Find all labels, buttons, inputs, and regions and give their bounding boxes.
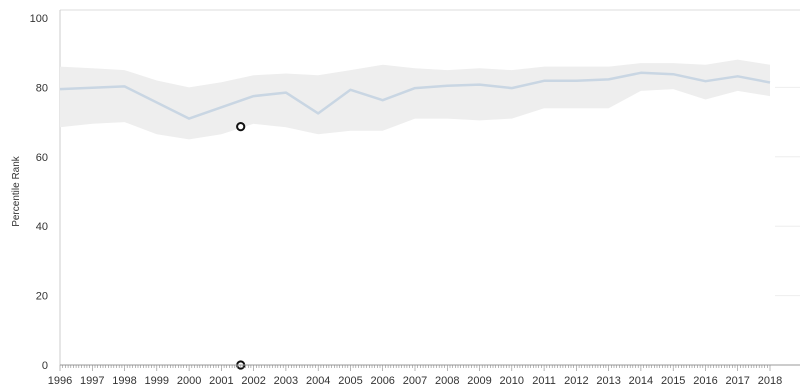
y-tick-label: 100 (30, 13, 48, 25)
x-tick-label: 2004 (306, 375, 330, 387)
x-tick-label: 2000 (177, 375, 201, 387)
x-tick-label: 2006 (370, 375, 394, 387)
plot-frame (59, 9, 800, 365)
x-axis: 1996 1997 1998 1999 2000 2001 2002 2003 2004 2005… (48, 364, 800, 387)
x-tick-label: 2013 (596, 375, 620, 387)
x-tick-label: 2015 (661, 375, 685, 387)
x-tick-label: 1999 (145, 375, 169, 387)
x-tick-label: 1998 (112, 375, 136, 387)
x-tick-label: 2012 (564, 375, 588, 387)
x-tick-label: 2002 (241, 375, 265, 387)
x-tick-label: 2001 (209, 375, 233, 387)
x-tick-label: 2010 (500, 375, 524, 387)
x-tick-label: 2011 (532, 375, 556, 387)
x-tick-label: 2007 (403, 375, 427, 387)
x-tick-label: 1997 (80, 375, 104, 387)
y-tick-label: 80 (36, 82, 48, 94)
y-tick-label: 20 (36, 291, 48, 303)
y-axis: 0 20 40 60 80 100 (30, 13, 48, 372)
confidence-band-layer (60, 59, 770, 140)
x-tick-label: 1996 (48, 375, 72, 387)
y-tick-label: 60 (36, 152, 48, 164)
confidence-band (60, 59, 770, 140)
y-tick-label: 0 (42, 360, 48, 372)
x-tick-label: 2017 (725, 375, 749, 387)
x-tick-label: 2005 (338, 375, 362, 387)
series-line (59, 71, 771, 120)
point-layer (236, 122, 246, 370)
y-axis-title: Percentile Rank (11, 155, 22, 227)
x-tick-label: 2009 (467, 375, 491, 387)
x-tick-label: 2016 (693, 375, 717, 387)
x-tick-label: 2003 (274, 375, 298, 387)
line-layer (59, 71, 771, 120)
x-tick-label: 2008 (435, 375, 459, 387)
x-tick-label: 2018 (758, 375, 782, 387)
x-tick-label: 2014 (629, 375, 653, 387)
data-point-marker (236, 122, 246, 132)
y-tick-label: 40 (36, 221, 48, 233)
